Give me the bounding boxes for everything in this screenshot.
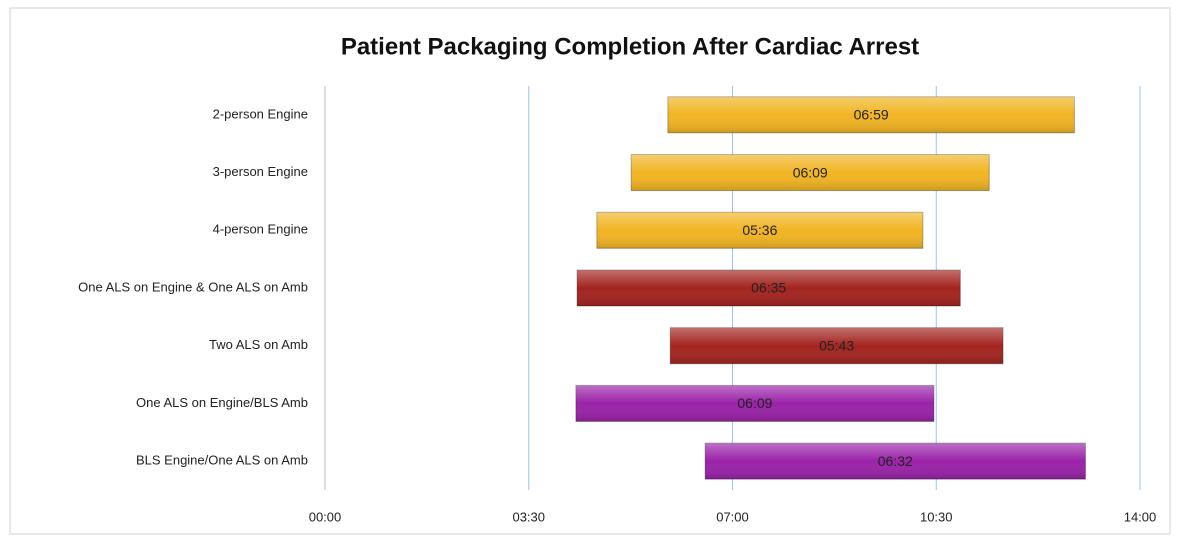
y-tick-label: One ALS on Engine & One ALS on Amb xyxy=(78,279,308,294)
y-tick-label: Two ALS on Amb xyxy=(209,337,308,352)
bar-label: 06:09 xyxy=(793,164,828,180)
bar-label: 06:35 xyxy=(751,280,786,296)
x-tick-label: 10:30 xyxy=(920,509,953,524)
bar-shine xyxy=(667,96,1075,133)
bar-shine xyxy=(705,443,1086,480)
bar-shine xyxy=(670,327,1004,364)
x-tick-label: 14:00 xyxy=(1124,509,1157,524)
y-tick-label: 3-person Engine xyxy=(213,164,308,179)
bar-shine xyxy=(596,212,923,249)
y-tick-label: One ALS on Engine/BLS Amb xyxy=(136,395,308,410)
bar-label: 06:32 xyxy=(878,453,913,469)
y-tick-label: 2-person Engine xyxy=(213,106,308,121)
bar-label: 06:59 xyxy=(854,107,889,123)
x-tick-label: 03:30 xyxy=(512,509,545,524)
bar-label: 05:43 xyxy=(819,337,854,353)
x-tick-label: 07:00 xyxy=(716,509,749,524)
bar-shine xyxy=(577,270,961,306)
bar-shine xyxy=(631,154,990,191)
bar-label: 06:09 xyxy=(737,395,772,411)
y-tick-label: 4-person Engine xyxy=(213,222,308,237)
bar-label: 05:36 xyxy=(742,222,777,238)
chart-title: Patient Packaging Completion After Cardi… xyxy=(341,33,919,60)
y-tick-label: BLS Engine/One ALS on Amb xyxy=(136,453,308,468)
bar-shine xyxy=(575,385,934,422)
x-tick-label: 00:00 xyxy=(309,509,342,524)
